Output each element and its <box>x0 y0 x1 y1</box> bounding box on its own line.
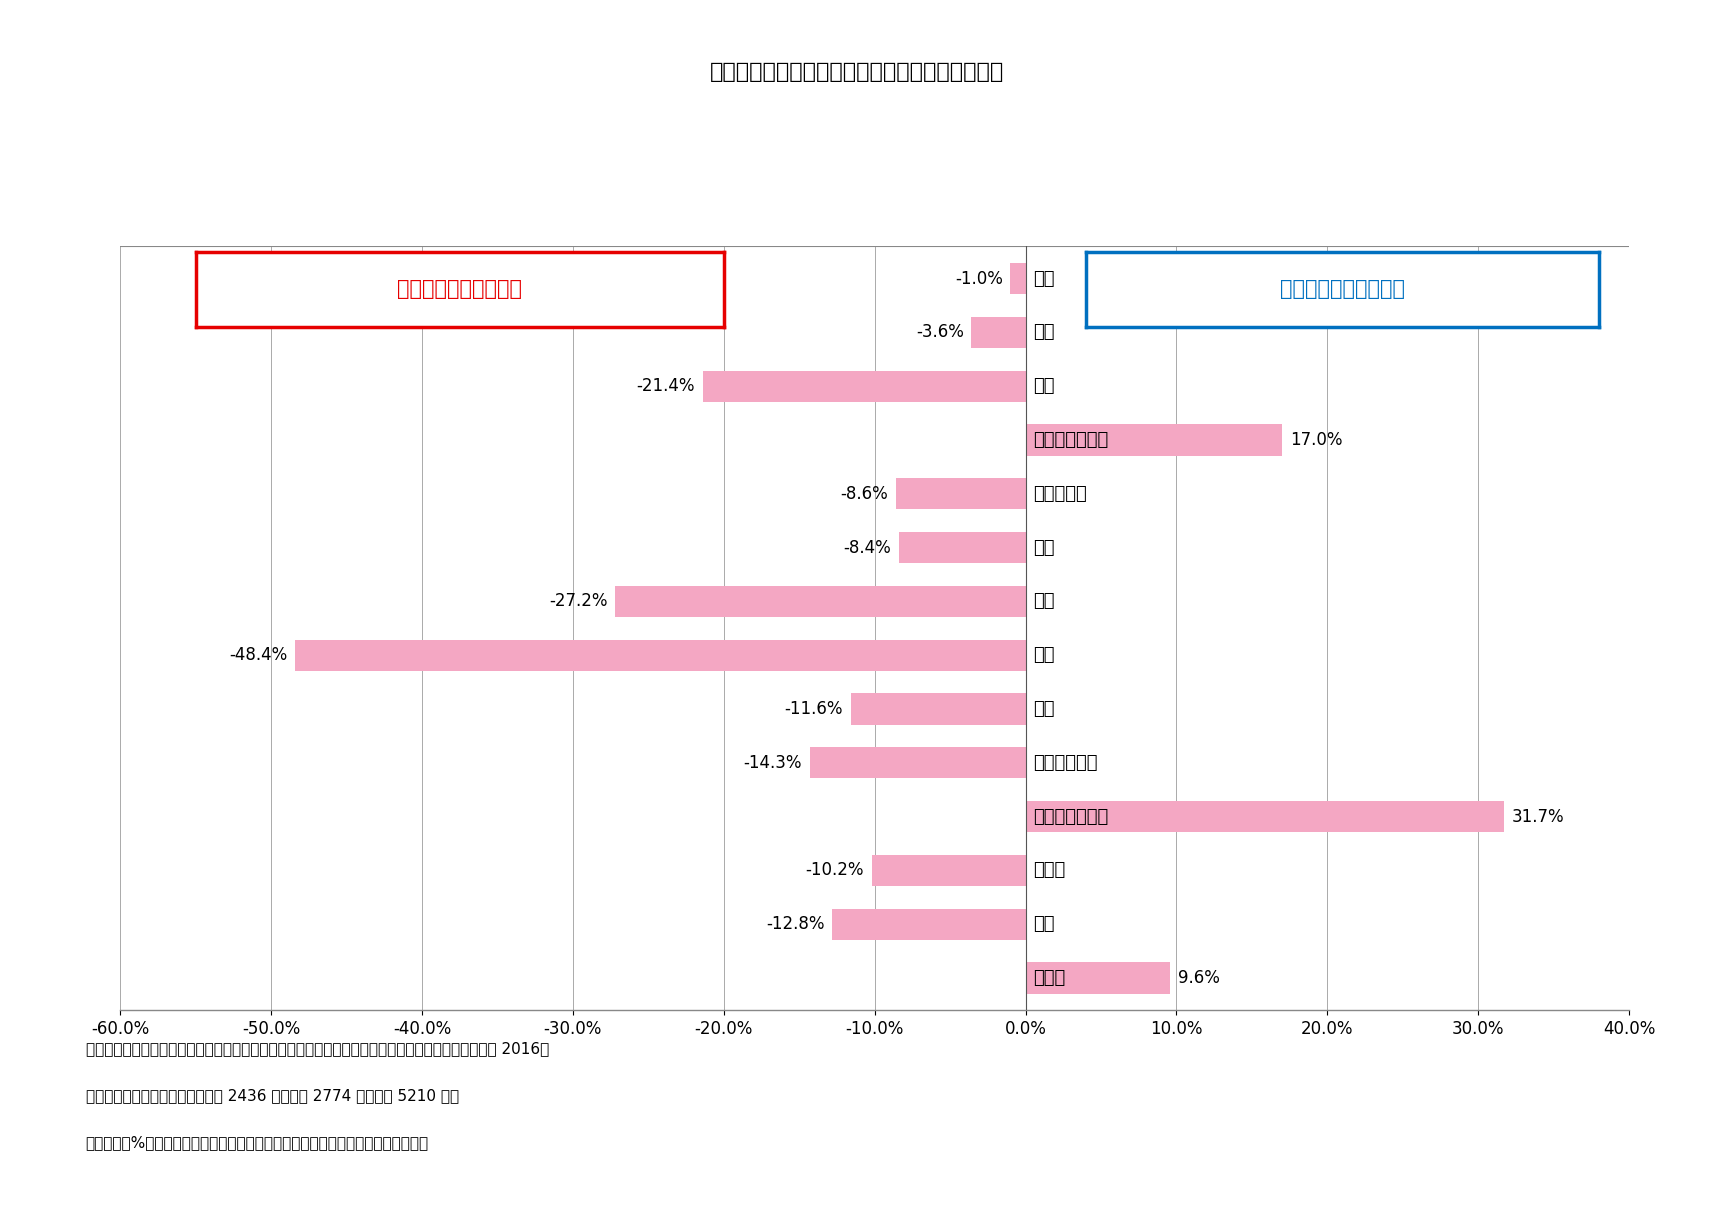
Text: -12.8%: -12.8% <box>766 915 824 933</box>
Text: たばこ: たばこ <box>1032 968 1064 987</box>
Bar <box>895 478 1025 510</box>
Text: -1.0%: -1.0% <box>955 270 1003 288</box>
Text: 休日: 休日 <box>1032 270 1054 288</box>
Bar <box>898 532 1025 563</box>
Bar <box>1010 264 1025 294</box>
Bar <box>1025 425 1282 456</box>
Text: 同居: 同居 <box>1032 377 1054 395</box>
Text: -14.3%: -14.3% <box>744 754 802 771</box>
Text: 資料：天野馨南子・愛媛結婚支援ビッグデータ活用研究会　結婚希望のある未婚男女「こだわり分析 2016」: 資料：天野馨南子・愛媛結婚支援ビッグデータ活用研究会 結婚希望のある未婚男女「こ… <box>86 1041 548 1056</box>
Bar <box>809 747 1025 779</box>
Text: -8.4%: -8.4% <box>843 538 891 557</box>
Text: 年齢: 年齢 <box>1032 915 1054 933</box>
Bar <box>831 908 1025 940</box>
Text: -11.6%: -11.6% <box>783 700 843 718</box>
Bar <box>871 855 1025 886</box>
Text: 結婚後の同居: 結婚後の同居 <box>1032 754 1097 771</box>
Text: 17.0%: 17.0% <box>1289 431 1342 448</box>
Text: 学歴: 学歴 <box>1032 593 1054 610</box>
Text: -27.2%: -27.2% <box>548 593 607 610</box>
Bar <box>850 694 1025 724</box>
Text: 女性のほうがこだわる: 女性のほうがこだわる <box>398 280 521 299</box>
Text: 婚歴: 婚歴 <box>1032 538 1054 557</box>
Text: -48.4%: -48.4% <box>230 647 288 664</box>
Bar <box>615 586 1025 617</box>
Bar <box>295 639 1025 670</box>
Text: お酒: お酒 <box>1032 324 1054 341</box>
Bar <box>703 371 1025 402</box>
Text: 31.7%: 31.7% <box>1510 808 1563 825</box>
Text: より転載（有効回答：男性 2436 人、女性 2774 人、合計 5210 人）: より転載（有効回答：男性 2436 人、女性 2774 人、合計 5210 人） <box>86 1088 459 1103</box>
Text: -21.4%: -21.4% <box>636 377 694 395</box>
Text: 注：図の%は、男性のこだわると回答した割合－女性のこだわると回答した割合: 注：図の%は、男性のこだわると回答した割合－女性のこだわると回答した割合 <box>86 1135 428 1149</box>
Text: 男性のほうがこだわる: 男性のほうがこだわる <box>1279 280 1404 299</box>
Text: 居住地: 居住地 <box>1032 861 1064 880</box>
Text: -8.6%: -8.6% <box>840 485 888 503</box>
Bar <box>1025 962 1169 993</box>
Text: 子供の有無: 子供の有無 <box>1032 485 1087 503</box>
Text: 婿養子（男性）: 婿養子（男性） <box>1032 808 1107 825</box>
Text: -10.2%: -10.2% <box>806 861 864 880</box>
Text: -3.6%: -3.6% <box>915 324 963 341</box>
Bar <box>1025 801 1503 832</box>
Text: 職業: 職業 <box>1032 700 1054 718</box>
Text: 年収: 年収 <box>1032 647 1054 664</box>
Text: 》図表２》　男女の「こだわる」選択者の割合差: 》図表２》 男女の「こだわる」選択者の割合差 <box>710 62 1004 81</box>
Bar <box>970 317 1025 349</box>
Text: 9.6%: 9.6% <box>1178 968 1219 987</box>
Text: 婿養子（女性）: 婿養子（女性） <box>1032 431 1107 448</box>
